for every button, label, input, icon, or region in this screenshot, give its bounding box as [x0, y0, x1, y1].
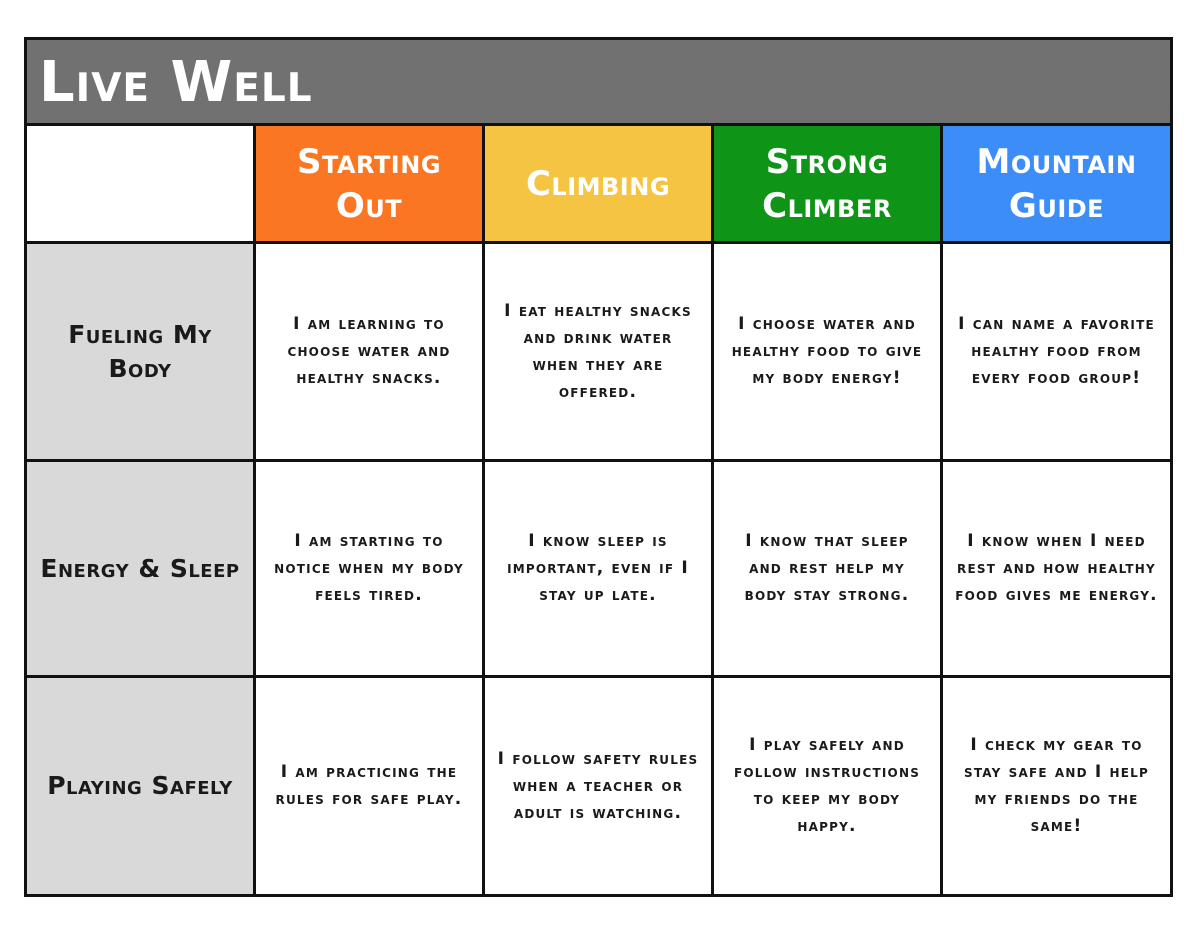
level-header-climbing: Climbing [485, 126, 714, 244]
rubric-cell: I know that sleep and rest help my body … [714, 462, 943, 678]
rubric-sheet: Live Well Starting Out Climbing Strong C… [24, 37, 1173, 897]
corner-cell [27, 126, 256, 244]
title-bar: Live Well [27, 40, 1170, 126]
level-header-starting-out: Starting Out [256, 126, 485, 244]
row-header-fueling-my-body: Fueling My Body [27, 244, 256, 462]
rubric-cell: I know when I need rest and how healthy … [943, 462, 1170, 678]
page-title: Live Well [39, 50, 313, 115]
rubric-cell: I play safely and follow instructions to… [714, 678, 943, 894]
rubric-cell: I know sleep is important, even if I sta… [485, 462, 714, 678]
rubric-cell: I can name a favorite healthy food from … [943, 244, 1170, 462]
rubric-cell: I choose water and healthy food to give … [714, 244, 943, 462]
row-header-playing-safely: Playing Safely [27, 678, 256, 894]
row-header-energy-sleep: Energy & Sleep [27, 462, 256, 678]
rubric-cell: I am practicing the rules for safe play. [256, 678, 485, 894]
level-header-mountain-guide: Mountain Guide [943, 126, 1170, 244]
rubric-cell: I follow safety rules when a teacher or … [485, 678, 714, 894]
level-header-strong-climber: Strong Climber [714, 126, 943, 244]
rubric-cell: I check my gear to stay safe and I help … [963, 735, 1150, 836]
rubric-cell: I am starting to notice when my body fee… [256, 462, 485, 678]
rubric-cell: I eat healthy snacks and drink water whe… [485, 244, 714, 462]
rubric-grid: Starting Out Climbing Strong Climber Mou… [27, 126, 1170, 894]
rubric-cell: I am learning to choose water and health… [256, 244, 485, 462]
